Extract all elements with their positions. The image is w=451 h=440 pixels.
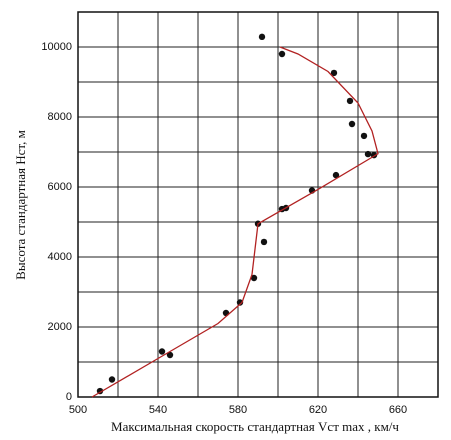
y-tick-label: 4000 xyxy=(48,251,72,263)
data-point xyxy=(108,376,116,383)
y-tick-label: 6000 xyxy=(48,181,72,193)
data-point xyxy=(260,238,268,246)
data-point xyxy=(166,351,174,359)
data-point xyxy=(278,50,286,58)
y-axis-label: Высота стандартная Нст, м xyxy=(13,130,28,280)
data-point xyxy=(360,132,368,140)
data-point xyxy=(348,120,356,128)
data-point xyxy=(330,69,338,77)
x-tick-label: 660 xyxy=(389,404,407,416)
y-tick-label: 2000 xyxy=(48,321,72,333)
x-tick-label: 620 xyxy=(309,404,327,416)
data-point xyxy=(250,274,258,282)
data-point xyxy=(346,97,354,105)
y-tick-label: 0 xyxy=(66,391,72,403)
x-tick-label: 500 xyxy=(69,404,87,416)
x-tick-label: 580 xyxy=(229,404,247,416)
fit-curve xyxy=(91,46,379,398)
data-point xyxy=(258,33,266,41)
x-tick-label: 540 xyxy=(149,404,167,416)
y-tick-label: 10000 xyxy=(41,41,72,53)
y-tick-label: 8000 xyxy=(48,111,72,123)
x-axis-label: Максимальная скорость стандартная Vст ma… xyxy=(111,419,399,434)
data-point xyxy=(158,348,166,355)
data-point xyxy=(364,150,372,158)
data-point xyxy=(236,299,244,306)
data-point xyxy=(332,171,340,179)
plot-frame xyxy=(77,11,439,398)
